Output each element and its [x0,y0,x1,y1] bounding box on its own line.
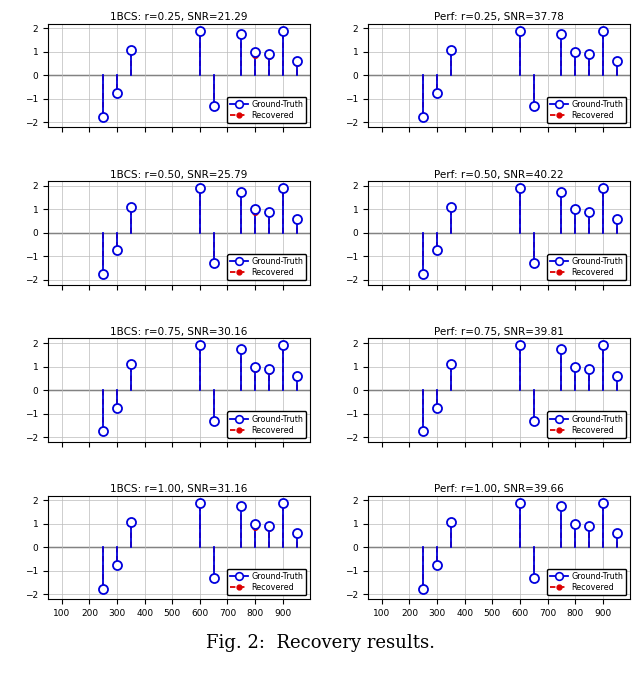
Title: Perf: r=0.75, SNR=39.81: Perf: r=0.75, SNR=39.81 [435,327,564,337]
Title: 1BCS: r=0.50, SNR=25.79: 1BCS: r=0.50, SNR=25.79 [111,169,248,179]
Text: Fig. 2:  Recovery results.: Fig. 2: Recovery results. [205,634,435,652]
Title: 1BCS: r=0.25, SNR=21.29: 1BCS: r=0.25, SNR=21.29 [111,12,248,22]
Legend: Ground-Truth, Recovered: Ground-Truth, Recovered [547,97,627,123]
Legend: Ground-Truth, Recovered: Ground-Truth, Recovered [227,97,307,123]
Title: 1BCS: r=0.75, SNR=30.16: 1BCS: r=0.75, SNR=30.16 [111,327,248,337]
Title: Perf: r=1.00, SNR=39.66: Perf: r=1.00, SNR=39.66 [435,484,564,494]
Legend: Ground-Truth, Recovered: Ground-Truth, Recovered [227,254,307,280]
Legend: Ground-Truth, Recovered: Ground-Truth, Recovered [227,412,307,438]
Legend: Ground-Truth, Recovered: Ground-Truth, Recovered [547,569,627,595]
Legend: Ground-Truth, Recovered: Ground-Truth, Recovered [547,412,627,438]
Title: 1BCS: r=1.00, SNR=31.16: 1BCS: r=1.00, SNR=31.16 [111,484,248,494]
Legend: Ground-Truth, Recovered: Ground-Truth, Recovered [227,569,307,595]
Legend: Ground-Truth, Recovered: Ground-Truth, Recovered [547,254,627,280]
Title: Perf: r=0.25, SNR=37.78: Perf: r=0.25, SNR=37.78 [435,12,564,22]
Title: Perf: r=0.50, SNR=40.22: Perf: r=0.50, SNR=40.22 [435,169,564,179]
